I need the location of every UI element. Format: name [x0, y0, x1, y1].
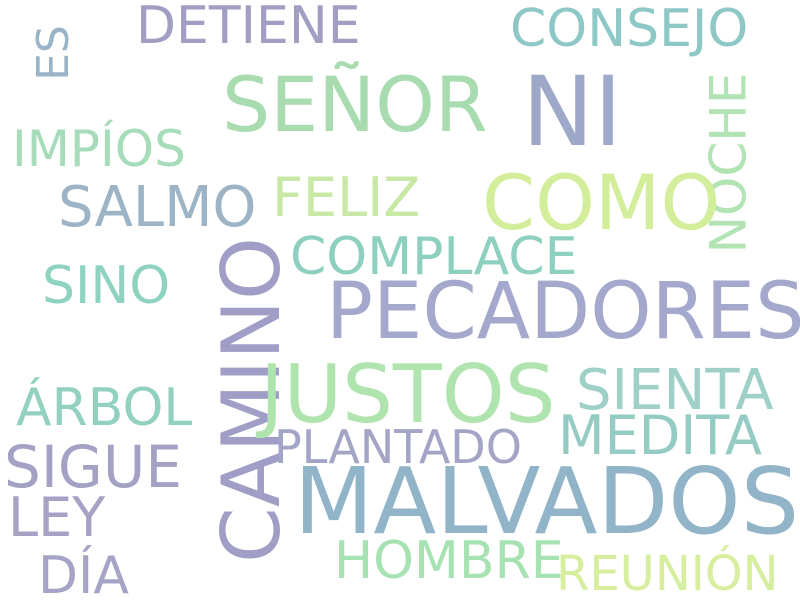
word-consejo: CONSEJO — [510, 0, 749, 59]
word-senor: SEÑOR — [222, 60, 488, 149]
word-malvados: MALVADOS — [294, 448, 800, 555]
word-sino: SINO — [42, 256, 171, 316]
word-pecadores: PECADORES — [326, 267, 800, 357]
word-plantado: PLANTADO — [274, 420, 522, 474]
word-feliz: FELIZ — [272, 166, 421, 229]
word-salmo: SALMO — [58, 175, 257, 240]
word-justos: JUSTOS — [260, 348, 556, 441]
word-hombre: HOMBRE — [334, 531, 564, 591]
word-como: COMO — [482, 158, 721, 247]
word-dia: DÍA — [38, 546, 129, 600]
word-impios: IMPÍOS — [12, 120, 186, 178]
word-ley: LEY — [8, 486, 106, 549]
word-arbol: ÁRBOL — [16, 378, 193, 438]
word-es: ES — [27, 25, 79, 81]
word-sigue: SIGUE — [4, 433, 182, 501]
word-complace: COMPLACE — [290, 227, 578, 287]
word-ni: NI — [522, 56, 623, 168]
word-reunion: REUNIÓN — [556, 546, 779, 600]
word-sienta: SIENTA — [576, 358, 774, 423]
word-detiene: DETIENE — [136, 0, 361, 56]
word-medita: MEDITA — [558, 404, 762, 467]
